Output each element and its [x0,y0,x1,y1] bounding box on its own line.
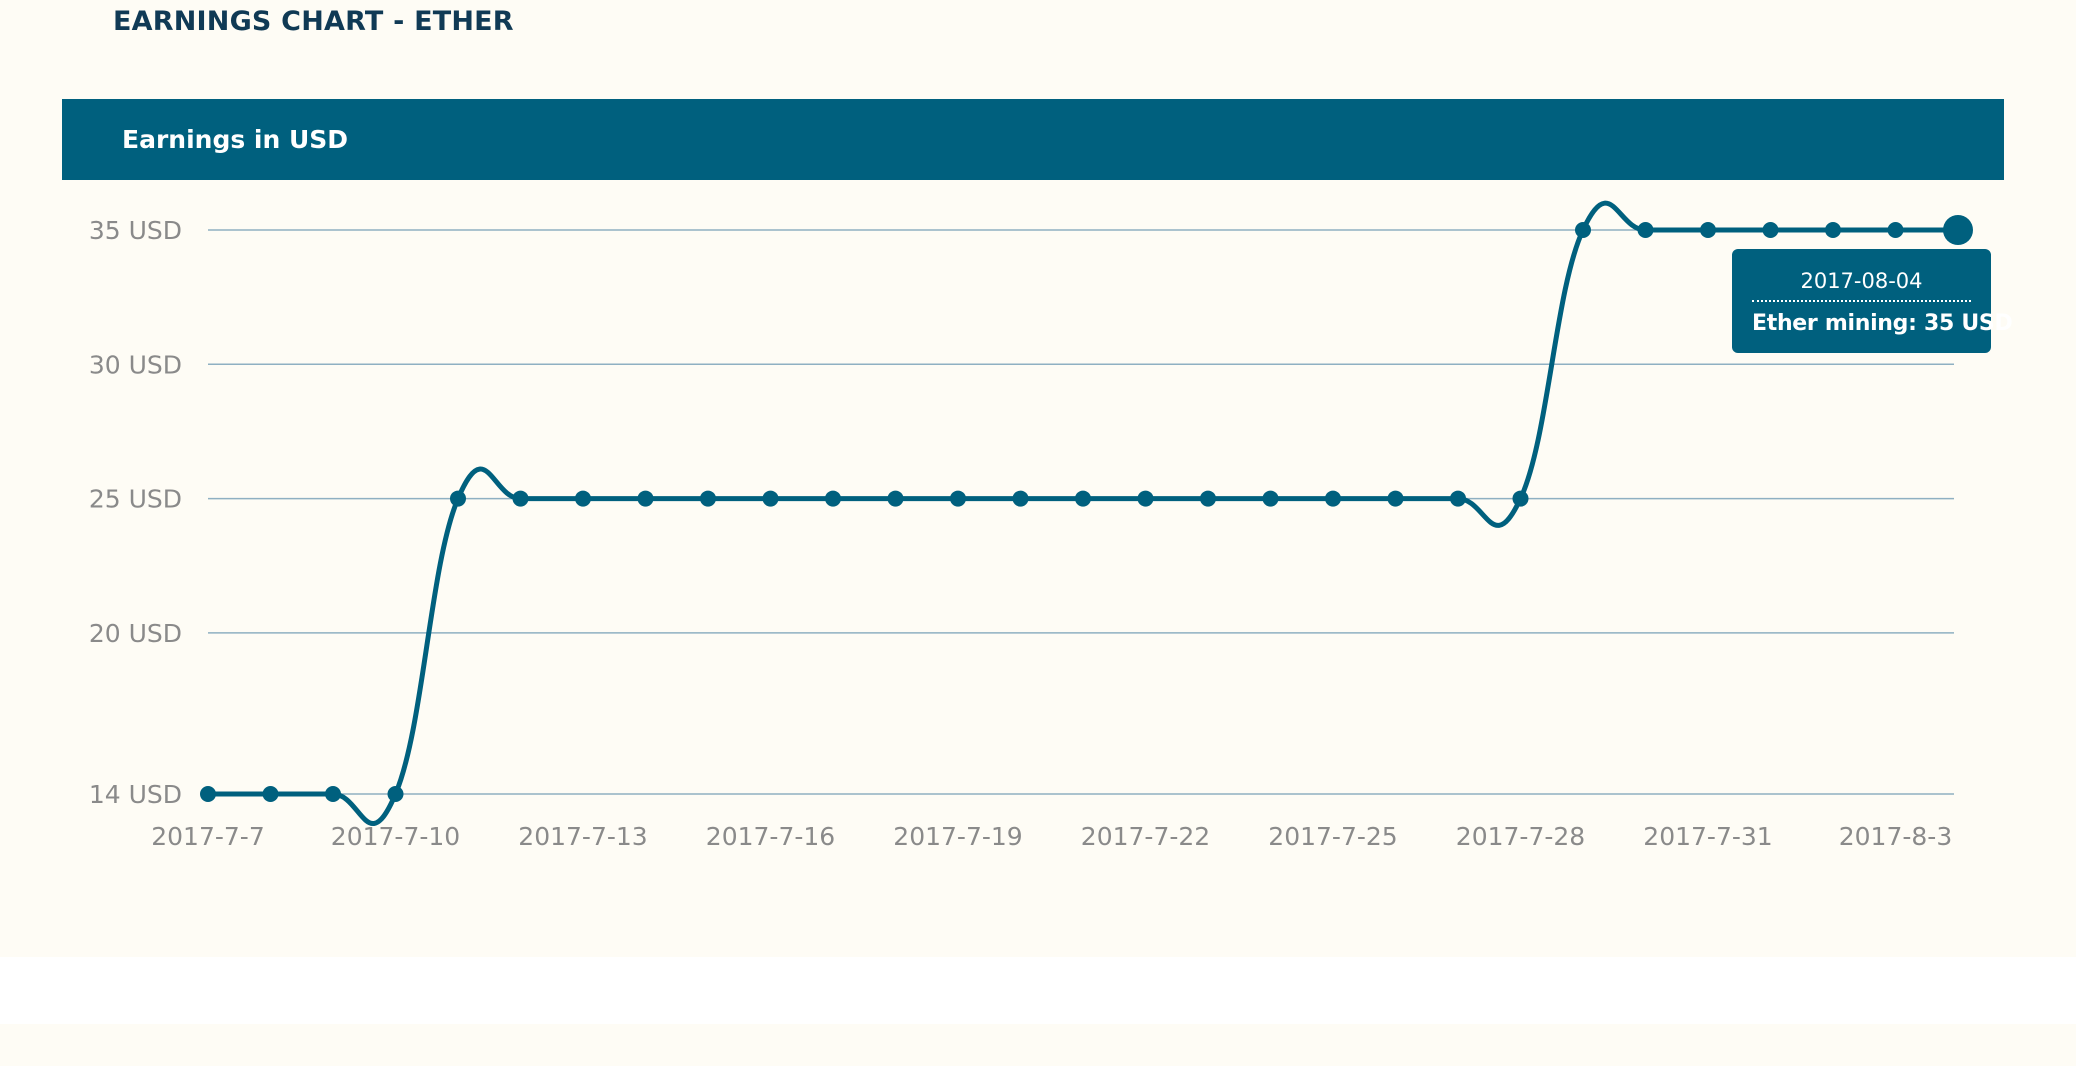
series-line-group [205,200,1961,826]
y-tick-label: 30 USD [89,350,182,379]
tooltip-value: Ether mining: 35 USD [1752,311,2013,336]
data-point[interactable] [1450,490,1466,507]
x-tick-label: 2017-7-22 [1081,822,1210,851]
data-point[interactable] [762,490,779,507]
data-point[interactable] [575,490,591,507]
y-tick-label: 14 USD [89,780,182,809]
data-tooltip: 2017-08-04 Ether mining: 35 USD [1732,249,2013,353]
chart-title: Earnings in USD [122,125,349,154]
data-point[interactable] [200,786,216,802]
data-point[interactable] [887,490,904,507]
x-tick-label: 2017-7-10 [331,822,460,851]
data-point[interactable] [1137,490,1154,507]
x-tick-label: 2017-7-16 [706,822,835,851]
data-point[interactable] [1262,490,1279,507]
data-point[interactable] [325,786,341,802]
data-point[interactable] [637,490,654,507]
x-tick-label: 2017-7-28 [1456,822,1585,851]
x-tick-label: 2017-7-31 [1643,822,1772,851]
x-tick-label: 2017-7-7 [151,822,264,851]
gridlines [208,229,1954,795]
data-point-active[interactable] [1943,215,1973,245]
page-footer-strip [0,1024,2076,1066]
data-point[interactable] [450,490,466,507]
data-point[interactable] [1387,490,1404,507]
y-tick-label: 20 USD [89,619,182,648]
x-tick-label: 2017-7-13 [518,822,647,851]
y-tick-label: 35 USD [89,216,182,245]
x-tick-label: 2017-7-19 [893,822,1022,851]
x-axis-ticks: 2017-7-7 2017-7-10 2017-7-13 2017-7-16 2017-… [151,822,1952,851]
page-title: EARNINGS CHART - ETHER [113,6,514,37]
data-point[interactable] [700,490,716,507]
data-point[interactable] [1012,490,1029,507]
y-tick-label: 25 USD [89,485,182,514]
x-tick-label: 2017-8-3 [1839,822,1952,851]
data-point[interactable] [1825,222,1841,238]
data-point[interactable] [1637,222,1654,238]
tooltip-date: 2017-08-04 [1752,268,1971,302]
data-point[interactable] [1512,490,1529,507]
data-point[interactable] [1200,490,1216,507]
x-tick-label: 2017-7-25 [1268,822,1397,851]
chart-header: Earnings in USD [62,99,2004,180]
data-point[interactable] [1325,490,1341,507]
data-point[interactable] [1887,222,1904,238]
data-point[interactable] [950,490,966,507]
data-point[interactable] [262,786,279,802]
data-point[interactable] [512,490,529,507]
data-point[interactable] [1075,490,1091,507]
y-axis-ticks: 14 USD 20 USD 25 USD 30 USD 35 USD [89,216,182,809]
data-point[interactable] [1700,222,1716,238]
data-point[interactable] [1575,222,1591,238]
data-point[interactable] [387,786,404,802]
data-point[interactable] [1762,222,1779,238]
series-line [205,200,1961,826]
series-points[interactable] [200,215,1973,802]
data-point[interactable] [825,490,841,507]
